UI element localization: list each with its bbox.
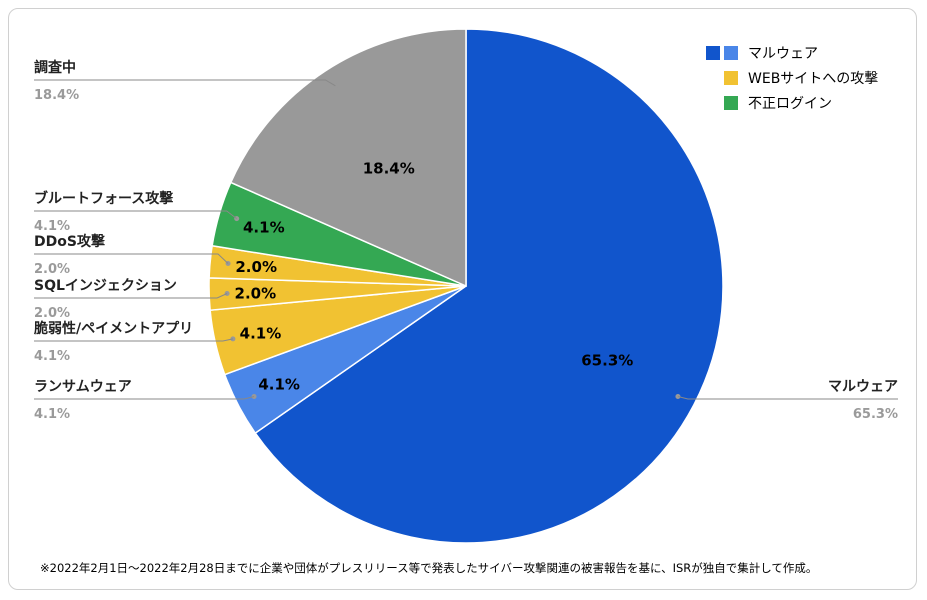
slice-2-leader-line	[34, 338, 234, 342]
slice-4-category-percent: 2.0%	[34, 262, 70, 277]
legend-item-unauthorized-login: 不正ログイン	[706, 90, 878, 115]
slice-5-category-label: ブルートフォース攻撃	[34, 190, 173, 207]
slice-6-leader-line	[34, 79, 336, 87]
slice-3-category-label: SQLインジェクション	[34, 278, 177, 294]
slice-0-wedge	[254, 28, 724, 544]
legend-label: WEBサイトへの攻撃	[748, 70, 879, 87]
slice-0-category-label: マルウェア	[828, 379, 898, 395]
legend-swatch-light-blue	[724, 45, 738, 60]
slice-0-leader-line	[677, 396, 898, 400]
slice-4-category-label: DDoS攻撃	[34, 233, 105, 250]
footnote: ※2022年2月1日〜2022年2月28日までに企業や団体がプレスリリース等で発…	[40, 561, 818, 575]
legend-label: 不正ログイン	[748, 95, 832, 112]
slice-1-category-label: ランサムウェア	[34, 379, 132, 395]
legend-swatch-green	[724, 95, 738, 110]
slice-5-category-percent: 4.1%	[34, 219, 70, 234]
slice-1-category-percent: 4.1%	[34, 407, 70, 422]
legend-item-malware: マルウェア	[706, 40, 878, 65]
legend: マルウェア WEBサイトへの攻撃 不正ログイン	[706, 40, 878, 115]
slice-6-wedge	[229, 28, 467, 288]
slice-1-value-label: 4.1%	[258, 375, 300, 393]
slice-5-value-label: 4.1%	[243, 219, 285, 237]
slice-4-value-label: 2.0%	[235, 258, 277, 276]
slice-3-category-percent: 2.0%	[34, 306, 70, 321]
legend-swatch-yellow	[724, 70, 738, 85]
slice-5-leader-line	[34, 210, 237, 219]
slice-1-leader-line	[34, 396, 255, 400]
slice-0-category-percent: 65.3%	[853, 407, 898, 422]
legend-label: マルウェア	[748, 45, 818, 62]
slice-2-category-percent: 4.1%	[34, 349, 70, 364]
slice-0-value-label: 65.3%	[581, 352, 633, 370]
slice-6-category-label: 調査中	[34, 59, 76, 76]
slice-2-value-label: 4.1%	[240, 325, 282, 343]
slice-6-value-label: 18.4%	[363, 160, 415, 178]
slice-3-leader-line	[34, 293, 228, 299]
slice-2-category-label: 脆弱性/ペイメントアプリ	[33, 320, 193, 337]
slice-4-leader-line	[34, 253, 229, 264]
slice-6-category-percent: 18.4%	[34, 88, 79, 103]
legend-swatch-dark-blue	[706, 45, 720, 60]
slice-3-value-label: 2.0%	[235, 285, 277, 303]
legend-swatch-spacer	[706, 96, 720, 110]
legend-item-web-attack: WEBサイトへの攻撃	[706, 65, 878, 90]
legend-swatch-spacer	[706, 71, 720, 85]
